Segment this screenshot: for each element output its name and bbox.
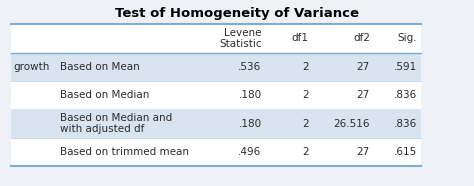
Text: 27: 27 — [356, 147, 370, 157]
Text: Levene
Statistic: Levene Statistic — [219, 28, 262, 49]
Text: .615: .615 — [394, 147, 417, 157]
Text: Based on Median and
with adjusted df: Based on Median and with adjusted df — [60, 113, 173, 134]
Text: 27: 27 — [356, 62, 370, 72]
Text: .496: .496 — [238, 147, 262, 157]
Text: growth: growth — [13, 62, 50, 72]
Text: Based on Median: Based on Median — [60, 90, 150, 100]
Bar — [11, 53, 421, 81]
Text: .836: .836 — [394, 90, 417, 100]
Text: 2: 2 — [302, 90, 309, 100]
Text: 2: 2 — [302, 147, 309, 157]
Text: .536: .536 — [238, 62, 262, 72]
Text: df2: df2 — [353, 33, 370, 44]
Bar — [11, 110, 421, 138]
Text: .591: .591 — [394, 62, 417, 72]
Bar — [11, 24, 421, 166]
Text: 26.516: 26.516 — [333, 119, 370, 129]
Text: .180: .180 — [238, 90, 262, 100]
Text: .836: .836 — [394, 119, 417, 129]
Text: Sig.: Sig. — [397, 33, 417, 44]
Text: df1: df1 — [292, 33, 309, 44]
Text: 2: 2 — [302, 62, 309, 72]
Text: 2: 2 — [302, 119, 309, 129]
Text: .180: .180 — [238, 119, 262, 129]
Text: Based on Mean: Based on Mean — [60, 62, 140, 72]
Text: Based on trimmed mean: Based on trimmed mean — [60, 147, 189, 157]
Text: Test of Homogeneity of Variance: Test of Homogeneity of Variance — [115, 7, 359, 20]
Text: 27: 27 — [356, 90, 370, 100]
